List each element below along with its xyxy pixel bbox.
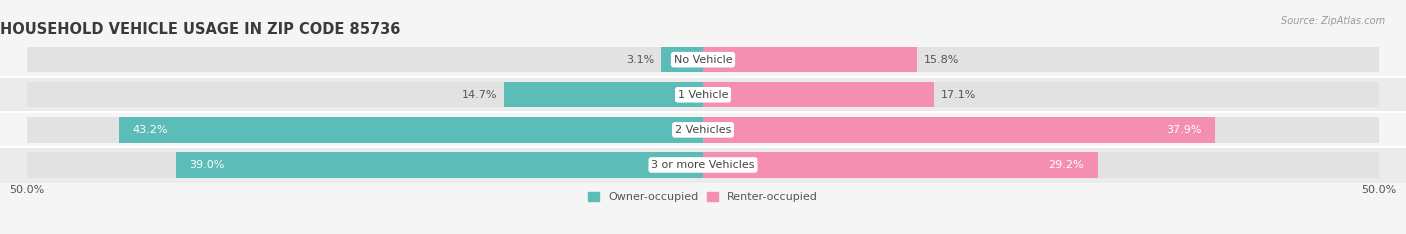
Bar: [120, 117, 703, 143]
Bar: [176, 152, 703, 178]
Text: 43.2%: 43.2%: [132, 125, 167, 135]
Text: HOUSEHOLD VEHICLE USAGE IN ZIP CODE 85736: HOUSEHOLD VEHICLE USAGE IN ZIP CODE 8573…: [0, 22, 401, 37]
Text: 3.1%: 3.1%: [626, 55, 654, 65]
Text: 1 Vehicle: 1 Vehicle: [678, 90, 728, 100]
Bar: [703, 152, 1098, 178]
Text: Source: ZipAtlas.com: Source: ZipAtlas.com: [1281, 16, 1385, 26]
Bar: [0, 147, 1406, 183]
Bar: [27, 82, 703, 107]
Bar: [0, 112, 1406, 147]
Bar: [0, 77, 1406, 112]
Text: 29.2%: 29.2%: [1049, 160, 1084, 170]
Bar: [703, 117, 1379, 143]
Bar: [703, 152, 1379, 178]
Bar: [505, 82, 703, 107]
Bar: [703, 47, 1379, 72]
Text: 14.7%: 14.7%: [463, 90, 498, 100]
Bar: [27, 152, 703, 178]
Bar: [703, 82, 934, 107]
Text: 39.0%: 39.0%: [190, 160, 225, 170]
Bar: [661, 47, 703, 72]
Text: 3 or more Vehicles: 3 or more Vehicles: [651, 160, 755, 170]
Bar: [27, 47, 703, 72]
Bar: [703, 117, 1215, 143]
Text: 15.8%: 15.8%: [924, 55, 959, 65]
Bar: [0, 42, 1406, 77]
Text: 2 Vehicles: 2 Vehicles: [675, 125, 731, 135]
Legend: Owner-occupied, Renter-occupied: Owner-occupied, Renter-occupied: [588, 192, 818, 202]
Text: No Vehicle: No Vehicle: [673, 55, 733, 65]
Bar: [703, 47, 917, 72]
Bar: [703, 82, 1379, 107]
Text: 17.1%: 17.1%: [941, 90, 976, 100]
Text: 37.9%: 37.9%: [1167, 125, 1202, 135]
Bar: [27, 117, 703, 143]
